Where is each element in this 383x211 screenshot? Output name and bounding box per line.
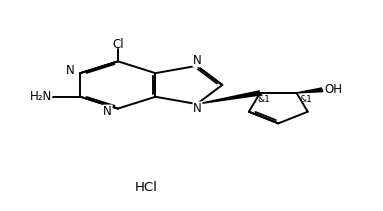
- Text: N: N: [193, 102, 202, 115]
- Text: N: N: [193, 54, 202, 67]
- Text: &1: &1: [257, 95, 270, 104]
- Polygon shape: [197, 91, 261, 104]
- Text: Cl: Cl: [112, 38, 124, 51]
- Polygon shape: [296, 88, 323, 93]
- Text: N: N: [103, 105, 112, 118]
- Text: H₂N: H₂N: [29, 90, 52, 103]
- Text: HCl: HCl: [135, 181, 158, 194]
- Text: N: N: [66, 64, 74, 77]
- Text: OH: OH: [324, 83, 342, 96]
- Text: &1: &1: [300, 95, 313, 104]
